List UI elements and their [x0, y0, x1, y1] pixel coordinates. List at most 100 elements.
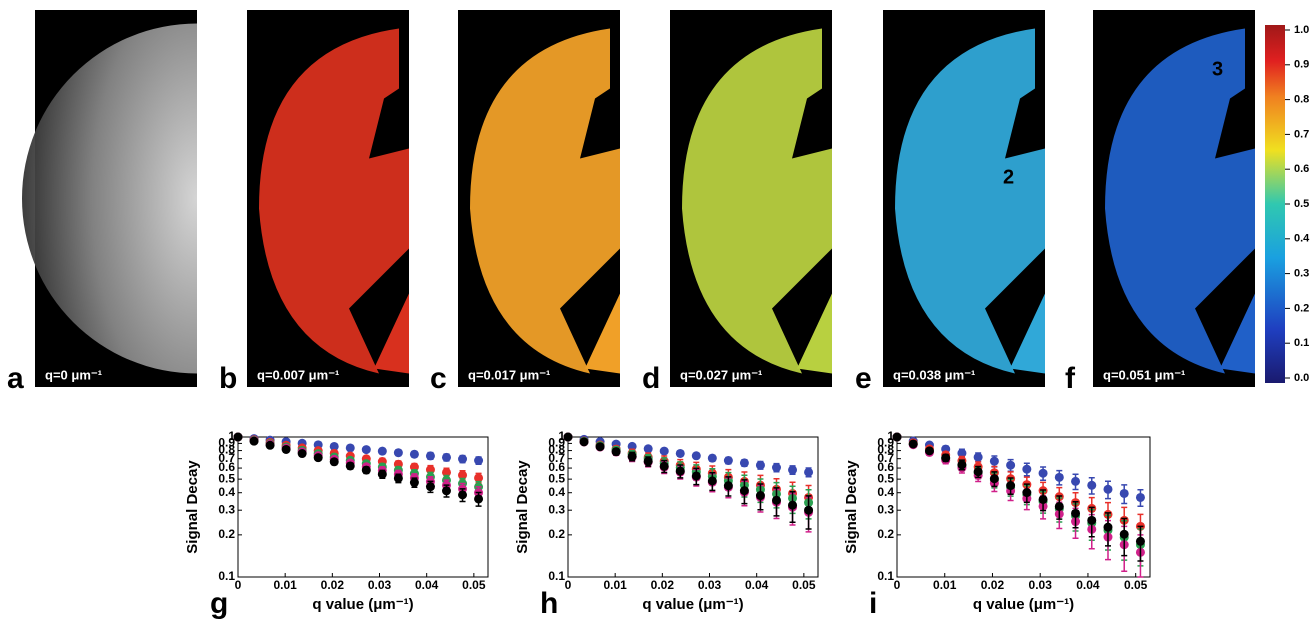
data-point — [579, 437, 589, 447]
colorbar-tick-label: 0.4 — [1294, 233, 1310, 245]
data-point — [425, 482, 435, 492]
data-point — [957, 448, 967, 458]
y-tick-label: 0.5 — [877, 471, 894, 485]
data-point — [361, 465, 371, 475]
data-point — [1087, 480, 1097, 490]
panel-letter: f — [1065, 362, 1076, 395]
data-point — [361, 445, 371, 455]
data-point — [393, 473, 403, 483]
panel-letter: c — [430, 362, 447, 395]
data-point — [425, 451, 435, 461]
y-tick-label: 0.1 — [548, 569, 565, 583]
x-tick-label: 0.05 — [462, 578, 486, 592]
data-point — [941, 453, 951, 463]
colorbar-tick-label: 0.1 — [1294, 337, 1309, 349]
data-point — [563, 432, 573, 442]
data-point — [659, 446, 669, 456]
y-tick-label: 0.8 — [877, 443, 894, 457]
x-tick-label: 0.05 — [792, 578, 816, 592]
panel-letter: h — [540, 587, 558, 620]
data-point — [329, 441, 339, 451]
data-point — [707, 476, 717, 486]
data-point — [973, 452, 983, 462]
data-point — [788, 465, 798, 475]
y-tick-label: 0.8 — [218, 443, 235, 457]
y-tick-label: 0.4 — [218, 485, 235, 499]
y-tick-label: 0.2 — [877, 527, 894, 541]
data-point — [1119, 529, 1129, 539]
panel-letter: b — [219, 362, 237, 395]
y-tick-label: 0.3 — [218, 502, 235, 516]
data-point — [249, 436, 259, 446]
colorbar-tick-label: 1.0 — [1294, 24, 1309, 36]
data-point — [771, 463, 781, 473]
data-point — [973, 467, 983, 477]
x-tick-label: 0.04 — [745, 578, 769, 592]
y-tick-label: 0.4 — [548, 485, 565, 499]
data-point — [265, 440, 275, 450]
data-point — [329, 457, 339, 467]
x-tick-label: 0.02 — [981, 578, 1005, 592]
data-point — [723, 481, 733, 491]
y-tick-label: 0.9 — [548, 436, 565, 450]
region-label: 3 — [1212, 58, 1223, 80]
data-point — [474, 494, 484, 504]
y-tick-label: 0.7 — [877, 451, 894, 465]
tissue-map — [259, 28, 409, 374]
data-point — [458, 470, 468, 480]
panel-letter: d — [642, 362, 660, 395]
data-point — [458, 490, 468, 500]
data-point — [1103, 522, 1113, 532]
data-point — [1006, 481, 1016, 491]
data-point — [1054, 501, 1064, 511]
data-point — [659, 461, 669, 471]
data-point — [1135, 536, 1145, 546]
data-point — [924, 446, 934, 456]
data-point — [739, 458, 749, 468]
data-point — [804, 467, 814, 477]
data-point — [1071, 508, 1081, 518]
y-tick-label: 0.4 — [877, 485, 894, 499]
x-tick-label: 0.02 — [651, 578, 675, 592]
data-point — [989, 456, 999, 466]
data-point — [1006, 460, 1016, 470]
data-point — [771, 495, 781, 505]
data-point — [691, 471, 701, 481]
y-tick-label: 1 — [558, 429, 565, 443]
data-point — [377, 446, 387, 456]
tissue-map — [1220, 293, 1255, 374]
colorbar-tick-label: 0.3 — [1294, 268, 1309, 280]
data-point — [1103, 484, 1113, 494]
data-point — [1054, 472, 1064, 482]
data-point — [804, 505, 814, 515]
data-point — [409, 449, 419, 459]
colorbar-tick-label: 0.0 — [1294, 372, 1309, 384]
y-tick-label: 1 — [228, 429, 235, 443]
x-tick-label: 0.01 — [273, 578, 297, 592]
q-caption: q=0.027 μm⁻¹ — [680, 367, 762, 382]
x-tick-label: 0.01 — [603, 578, 627, 592]
panel-letter: i — [869, 587, 877, 620]
tissue-map — [22, 23, 198, 374]
data-point — [345, 461, 355, 471]
x-axis-label: q value (μm⁻¹) — [973, 596, 1074, 613]
tissue-map — [797, 293, 832, 374]
y-tick-label: 0.7 — [218, 451, 235, 465]
data-point — [474, 456, 484, 466]
data-point — [627, 451, 637, 461]
y-tick-label: 0.1 — [218, 569, 235, 583]
x-tick-label: 0.03 — [1029, 578, 1053, 592]
y-tick-label: 0.7 — [548, 451, 565, 465]
data-point — [233, 432, 243, 442]
data-point — [1087, 515, 1097, 525]
q-caption: q=0 μm⁻¹ — [45, 367, 102, 382]
data-point — [1071, 476, 1081, 486]
x-axis-label: q value (μm⁻¹) — [642, 596, 743, 613]
panel-letter: g — [210, 587, 228, 620]
data-point — [788, 500, 798, 510]
region-label: 2 — [1003, 166, 1014, 188]
data-point — [474, 473, 484, 483]
